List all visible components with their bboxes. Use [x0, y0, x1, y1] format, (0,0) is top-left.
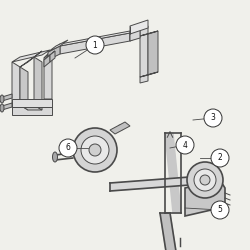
- Circle shape: [81, 136, 109, 164]
- Polygon shape: [110, 176, 203, 191]
- Circle shape: [211, 149, 229, 167]
- Polygon shape: [130, 28, 140, 41]
- Polygon shape: [12, 62, 20, 112]
- Polygon shape: [12, 99, 52, 107]
- Circle shape: [73, 128, 117, 172]
- Polygon shape: [20, 67, 28, 110]
- Polygon shape: [44, 44, 60, 58]
- Text: 1: 1: [92, 40, 98, 50]
- Polygon shape: [12, 107, 52, 115]
- Circle shape: [59, 139, 77, 157]
- Polygon shape: [140, 75, 148, 83]
- Polygon shape: [110, 122, 130, 134]
- Ellipse shape: [52, 152, 58, 162]
- Circle shape: [211, 201, 229, 219]
- Text: 2: 2: [218, 154, 222, 162]
- Text: 6: 6: [66, 144, 70, 152]
- Polygon shape: [48, 46, 60, 60]
- Polygon shape: [60, 33, 130, 54]
- Polygon shape: [185, 180, 225, 216]
- Polygon shape: [130, 20, 148, 34]
- Circle shape: [86, 36, 104, 54]
- Polygon shape: [20, 105, 42, 110]
- Circle shape: [204, 109, 222, 127]
- Polygon shape: [140, 72, 158, 77]
- Ellipse shape: [0, 95, 4, 103]
- Polygon shape: [50, 51, 55, 62]
- Circle shape: [89, 144, 101, 156]
- Polygon shape: [34, 57, 42, 110]
- Polygon shape: [140, 34, 148, 77]
- Polygon shape: [20, 51, 42, 67]
- Polygon shape: [130, 30, 140, 41]
- Text: 4: 4: [182, 140, 188, 149]
- Circle shape: [187, 162, 223, 198]
- Polygon shape: [140, 31, 158, 36]
- Polygon shape: [165, 133, 181, 213]
- Polygon shape: [44, 50, 52, 99]
- Polygon shape: [140, 26, 148, 36]
- Polygon shape: [148, 31, 158, 75]
- Circle shape: [200, 175, 210, 185]
- Polygon shape: [2, 103, 12, 110]
- Text: 3: 3: [210, 114, 216, 122]
- Polygon shape: [2, 94, 12, 101]
- Ellipse shape: [0, 104, 4, 112]
- Polygon shape: [60, 31, 130, 46]
- Circle shape: [176, 136, 194, 154]
- Circle shape: [194, 169, 216, 191]
- Polygon shape: [160, 213, 177, 250]
- Polygon shape: [44, 55, 50, 67]
- Polygon shape: [12, 50, 50, 62]
- Polygon shape: [44, 51, 55, 60]
- Polygon shape: [48, 40, 68, 52]
- Text: 5: 5: [218, 206, 222, 214]
